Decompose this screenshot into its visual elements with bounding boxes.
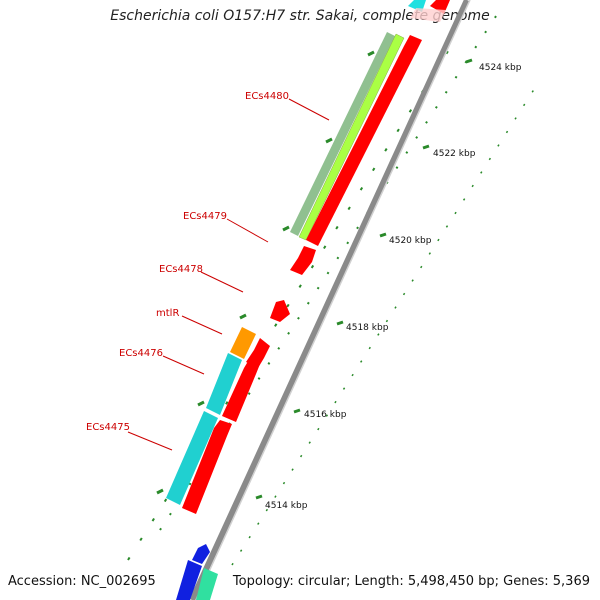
label-connectors	[127, 98, 330, 451]
gene-label-ecs4475: ECs4475	[86, 422, 130, 433]
tick-label-4522: 4522 kbp	[433, 149, 476, 159]
scale-ticks	[255, 58, 473, 500]
tick-label-4524: 4524 kbp	[479, 63, 522, 73]
feature-mtlr	[246, 338, 270, 368]
feature-ecs4478	[270, 300, 290, 322]
gene-label-ecs4476: ECs4476	[119, 348, 163, 359]
tick-label-4514: 4514 kbp	[265, 501, 308, 511]
feature-ecs4475	[182, 420, 232, 514]
feature-top-pink	[410, 8, 446, 22]
feature-ecs4476-track	[206, 353, 242, 415]
feature-bottom-teal	[196, 568, 218, 600]
feature-ecs4479	[290, 246, 316, 275]
feature-pale-green	[290, 32, 395, 236]
gene-label-ecs4478: ECs4478	[159, 264, 203, 275]
accession-text: Accession: NC_002695	[8, 574, 156, 589]
feature-lime	[298, 33, 405, 241]
feature-ecs4480	[306, 35, 422, 246]
feature-mtlr-track	[230, 327, 256, 359]
feature-ecs4475-track	[166, 411, 218, 505]
feature-bottom-blue-small	[192, 544, 210, 564]
tick-label-4516: 4516 kbp	[304, 410, 347, 420]
feature-bottom-blue	[176, 560, 202, 600]
gene-label-ecs4480: ECs4480	[245, 91, 289, 102]
feature-ecs4476	[222, 358, 260, 422]
tick-label-4518: 4518 kbp	[346, 323, 389, 333]
inner-ticks	[156, 50, 375, 495]
gene-label-mtlr: mtlR	[156, 308, 179, 319]
tick-label-4520: 4520 kbp	[389, 236, 432, 246]
genome-summary-text: Topology: circular; Length: 5,498,450 bp…	[232, 574, 590, 589]
gene-label-ecs4479: ECs4479	[183, 211, 227, 222]
genome-backbone	[189, 0, 470, 600]
map-title: Escherichia coli O157:H7 str. Sakai, com…	[110, 8, 490, 24]
